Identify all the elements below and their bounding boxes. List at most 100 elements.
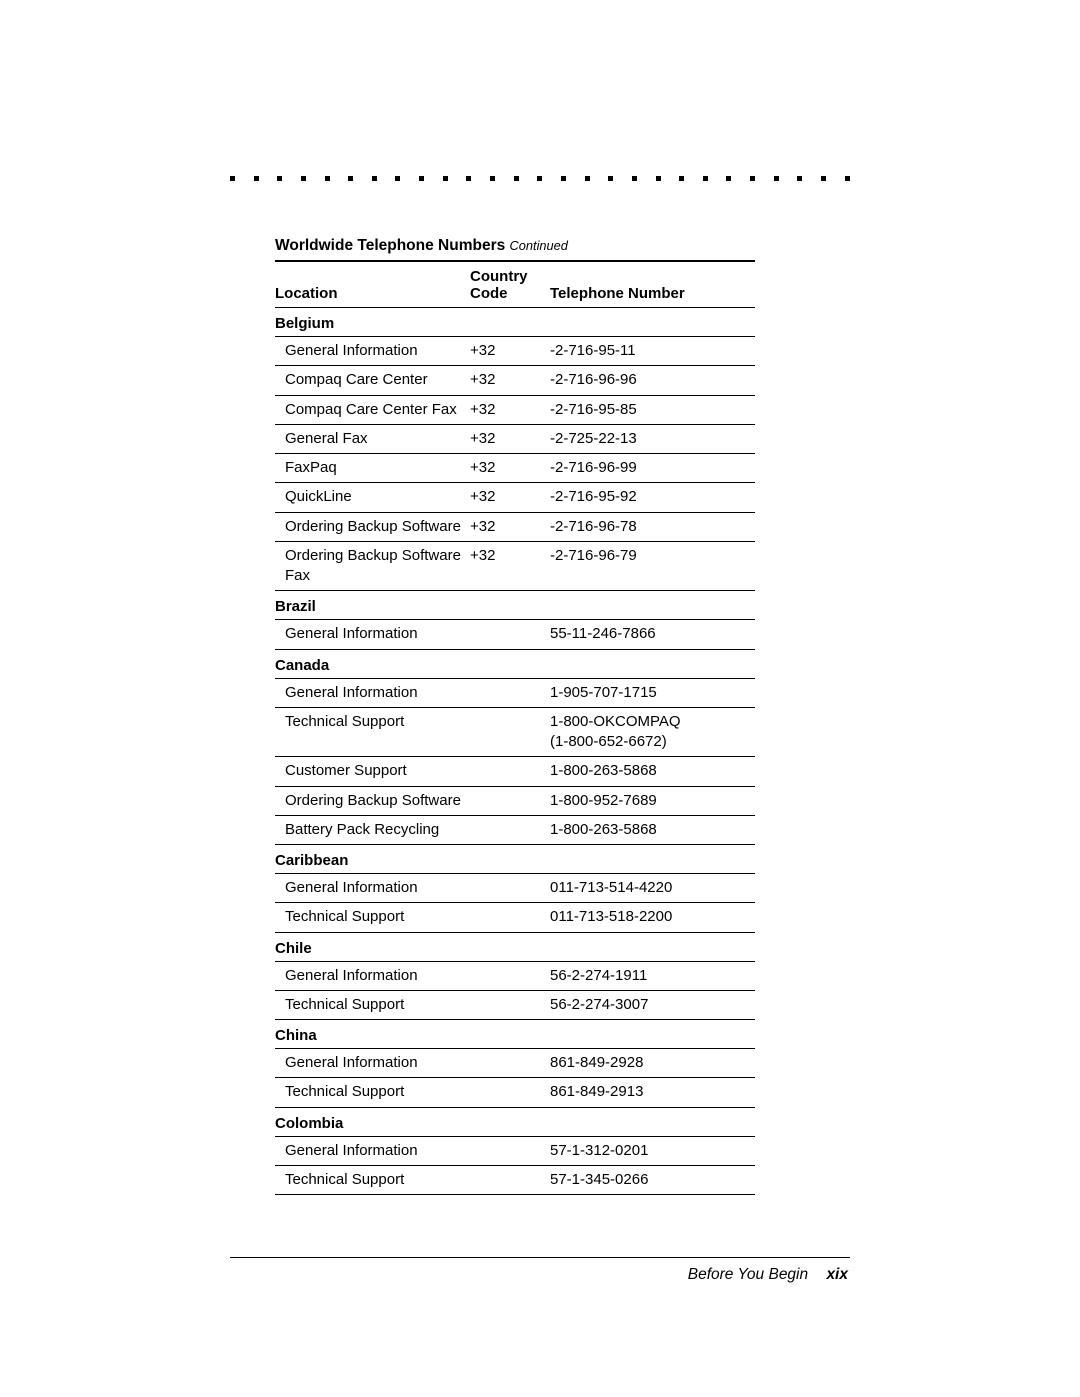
dot xyxy=(254,176,259,181)
dot xyxy=(608,176,613,181)
dot xyxy=(774,176,779,181)
row-country-code xyxy=(470,791,550,811)
row-phone: 55-11-246-7866 xyxy=(550,624,755,644)
row-phone: 011-713-514-4220 xyxy=(550,878,755,898)
table-row: General Information 861-849-2928 xyxy=(275,1049,755,1078)
row-phone: 57-1-312-0201 xyxy=(550,1141,755,1161)
row-location: Customer Support xyxy=(275,761,470,781)
row-country-code xyxy=(470,1082,550,1102)
row-location: General Information xyxy=(275,683,470,703)
row-location: Technical Support xyxy=(275,1082,470,1102)
row-country-code xyxy=(470,907,550,927)
row-location: Ordering Backup Software Fax xyxy=(275,546,470,587)
table-row: General Information 57-1-312-0201 xyxy=(275,1137,755,1166)
row-country-code xyxy=(470,966,550,986)
dot xyxy=(561,176,566,181)
decorative-dot-row xyxy=(230,176,850,181)
row-phone: 1-800-952-7689 xyxy=(550,791,755,811)
row-phone: 861-849-2928 xyxy=(550,1053,755,1073)
row-country-code: +32 xyxy=(470,341,550,361)
row-phone: 1-800-OKCOMPAQ(1-800-652-6672) xyxy=(550,712,755,753)
row-phone: -2-716-95-85 xyxy=(550,400,755,420)
row-country-code xyxy=(470,761,550,781)
row-phone: 1-800-263-5868 xyxy=(550,761,755,781)
dot xyxy=(656,176,661,181)
table-row: General Information56-2-274-1911 xyxy=(275,962,755,991)
row-country-code xyxy=(470,1141,550,1161)
row-phone: 861-849-2913 xyxy=(550,1082,755,1102)
country-heading: Chile xyxy=(275,933,755,962)
row-phone: -2-716-96-79 xyxy=(550,546,755,587)
row-phone: -2-725-22-13 xyxy=(550,429,755,449)
row-location: General Information xyxy=(275,1141,470,1161)
row-location: General Information xyxy=(275,624,470,644)
table-row: General Information 55-11-246-7866 xyxy=(275,620,755,649)
dot xyxy=(750,176,755,181)
document-page: Worldwide Telephone Numbers Continued Lo… xyxy=(0,0,1080,1397)
table-row: Technical Support57-1-345-0266 xyxy=(275,1166,755,1195)
table-row: QuickLine+32-2-716-95-92 xyxy=(275,483,755,512)
dot xyxy=(372,176,377,181)
row-phone: 56-2-274-1911 xyxy=(550,966,755,986)
row-location: Technical Support xyxy=(275,1170,470,1190)
row-country-code: +32 xyxy=(470,400,550,420)
dot xyxy=(395,176,400,181)
row-country-code: +32 xyxy=(470,487,550,507)
header-phone: Telephone Number xyxy=(550,285,755,302)
row-country-code: +32 xyxy=(470,517,550,537)
row-country-code: +32 xyxy=(470,546,550,587)
row-country-code xyxy=(470,1053,550,1073)
table-row: General Information1-905-707-1715 xyxy=(275,679,755,708)
dot xyxy=(325,176,330,181)
row-location: Technical Support xyxy=(275,712,470,753)
table-row: Ordering Backup Software+32-2-716-96-78 xyxy=(275,513,755,542)
header-code-line1: Country xyxy=(470,268,550,285)
header-country-code: Country Code xyxy=(470,268,550,302)
table-title: Worldwide Telephone Numbers Continued xyxy=(275,237,755,262)
row-country-code xyxy=(470,820,550,840)
row-phone: 56-2-274-3007 xyxy=(550,995,755,1015)
dot xyxy=(585,176,590,181)
row-country-code xyxy=(470,683,550,703)
dot xyxy=(277,176,282,181)
country-heading: China xyxy=(275,1020,755,1049)
dot xyxy=(797,176,802,181)
row-country-code xyxy=(470,1170,550,1190)
row-phone: -2-716-95-92 xyxy=(550,487,755,507)
table-header-row: Location Country Code Telephone Number xyxy=(275,262,755,308)
header-location: Location xyxy=(275,285,470,302)
table-row: FaxPaq+32-2-716-96-99 xyxy=(275,454,755,483)
row-location: Compaq Care Center Fax xyxy=(275,400,470,420)
row-country-code xyxy=(470,624,550,644)
dot xyxy=(443,176,448,181)
row-phone: -2-716-96-99 xyxy=(550,458,755,478)
row-location: Ordering Backup Software xyxy=(275,791,470,811)
footer-section: Before You Begin xyxy=(688,1266,808,1283)
row-location: Compaq Care Center xyxy=(275,370,470,390)
row-location: General Information xyxy=(275,1053,470,1073)
dot xyxy=(726,176,731,181)
country-heading: Colombia xyxy=(275,1108,755,1137)
row-location: Technical Support xyxy=(275,995,470,1015)
dot xyxy=(230,176,235,181)
dot xyxy=(821,176,826,181)
dot xyxy=(348,176,353,181)
row-country-code xyxy=(470,995,550,1015)
dot xyxy=(703,176,708,181)
table-row: General Information+32-2-716-95-11 xyxy=(275,337,755,366)
row-phone: 011-713-518-2200 xyxy=(550,907,755,927)
row-location: FaxPaq xyxy=(275,458,470,478)
dot xyxy=(466,176,471,181)
row-phone: -2-716-96-78 xyxy=(550,517,755,537)
row-country-code xyxy=(470,712,550,753)
dot xyxy=(537,176,542,181)
table-row: Battery Pack Recycling1-800-263-5868 xyxy=(275,816,755,845)
table-row: Technical Support 1-800-OKCOMPAQ(1-800-65… xyxy=(275,708,755,758)
dot xyxy=(845,176,850,181)
row-location: General Information xyxy=(275,341,470,361)
row-country-code: +32 xyxy=(470,370,550,390)
table-row: General Information011-713-514-4220 xyxy=(275,874,755,903)
dot xyxy=(514,176,519,181)
row-location: QuickLine xyxy=(275,487,470,507)
table-row: General Fax+32-2-725-22-13 xyxy=(275,425,755,454)
